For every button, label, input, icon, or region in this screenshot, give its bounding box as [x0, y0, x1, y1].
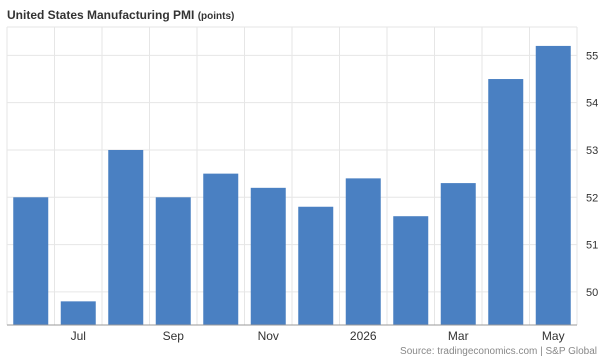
source-note: Source: tradingeconomics.com | S&P Globa… [400, 346, 597, 357]
bar [108, 149, 144, 325]
x-tick-label: Mar [448, 329, 469, 343]
y-tick-label: 54 [586, 98, 598, 110]
y-tick-label: 52 [586, 192, 598, 204]
y-tick-label: 50 [586, 287, 598, 299]
x-tick-label: Sep [163, 329, 185, 343]
x-tick-label: May [542, 329, 565, 343]
bar [203, 173, 239, 325]
bar [440, 183, 476, 325]
bar [155, 197, 191, 325]
x-tick-label: Jul [71, 329, 86, 343]
chart-title-unit: (points) [197, 11, 235, 22]
y-tick-label: 51 [586, 240, 598, 252]
bar [345, 178, 381, 325]
x-tick-label: 2026 [350, 329, 377, 343]
chart-title-text: United States Manufacturing PMI [7, 8, 195, 22]
x-tick-label: Nov [258, 329, 279, 343]
y-tick-label: 53 [586, 145, 598, 157]
y-tick-label: 55 [586, 50, 598, 62]
bar [393, 216, 429, 325]
bar [250, 187, 286, 325]
bar [298, 206, 334, 325]
bar [60, 301, 96, 325]
chart-title: United States Manufacturing PMI (points) [7, 8, 234, 22]
bar [13, 197, 49, 325]
bar [488, 79, 524, 326]
bar [535, 45, 571, 326]
